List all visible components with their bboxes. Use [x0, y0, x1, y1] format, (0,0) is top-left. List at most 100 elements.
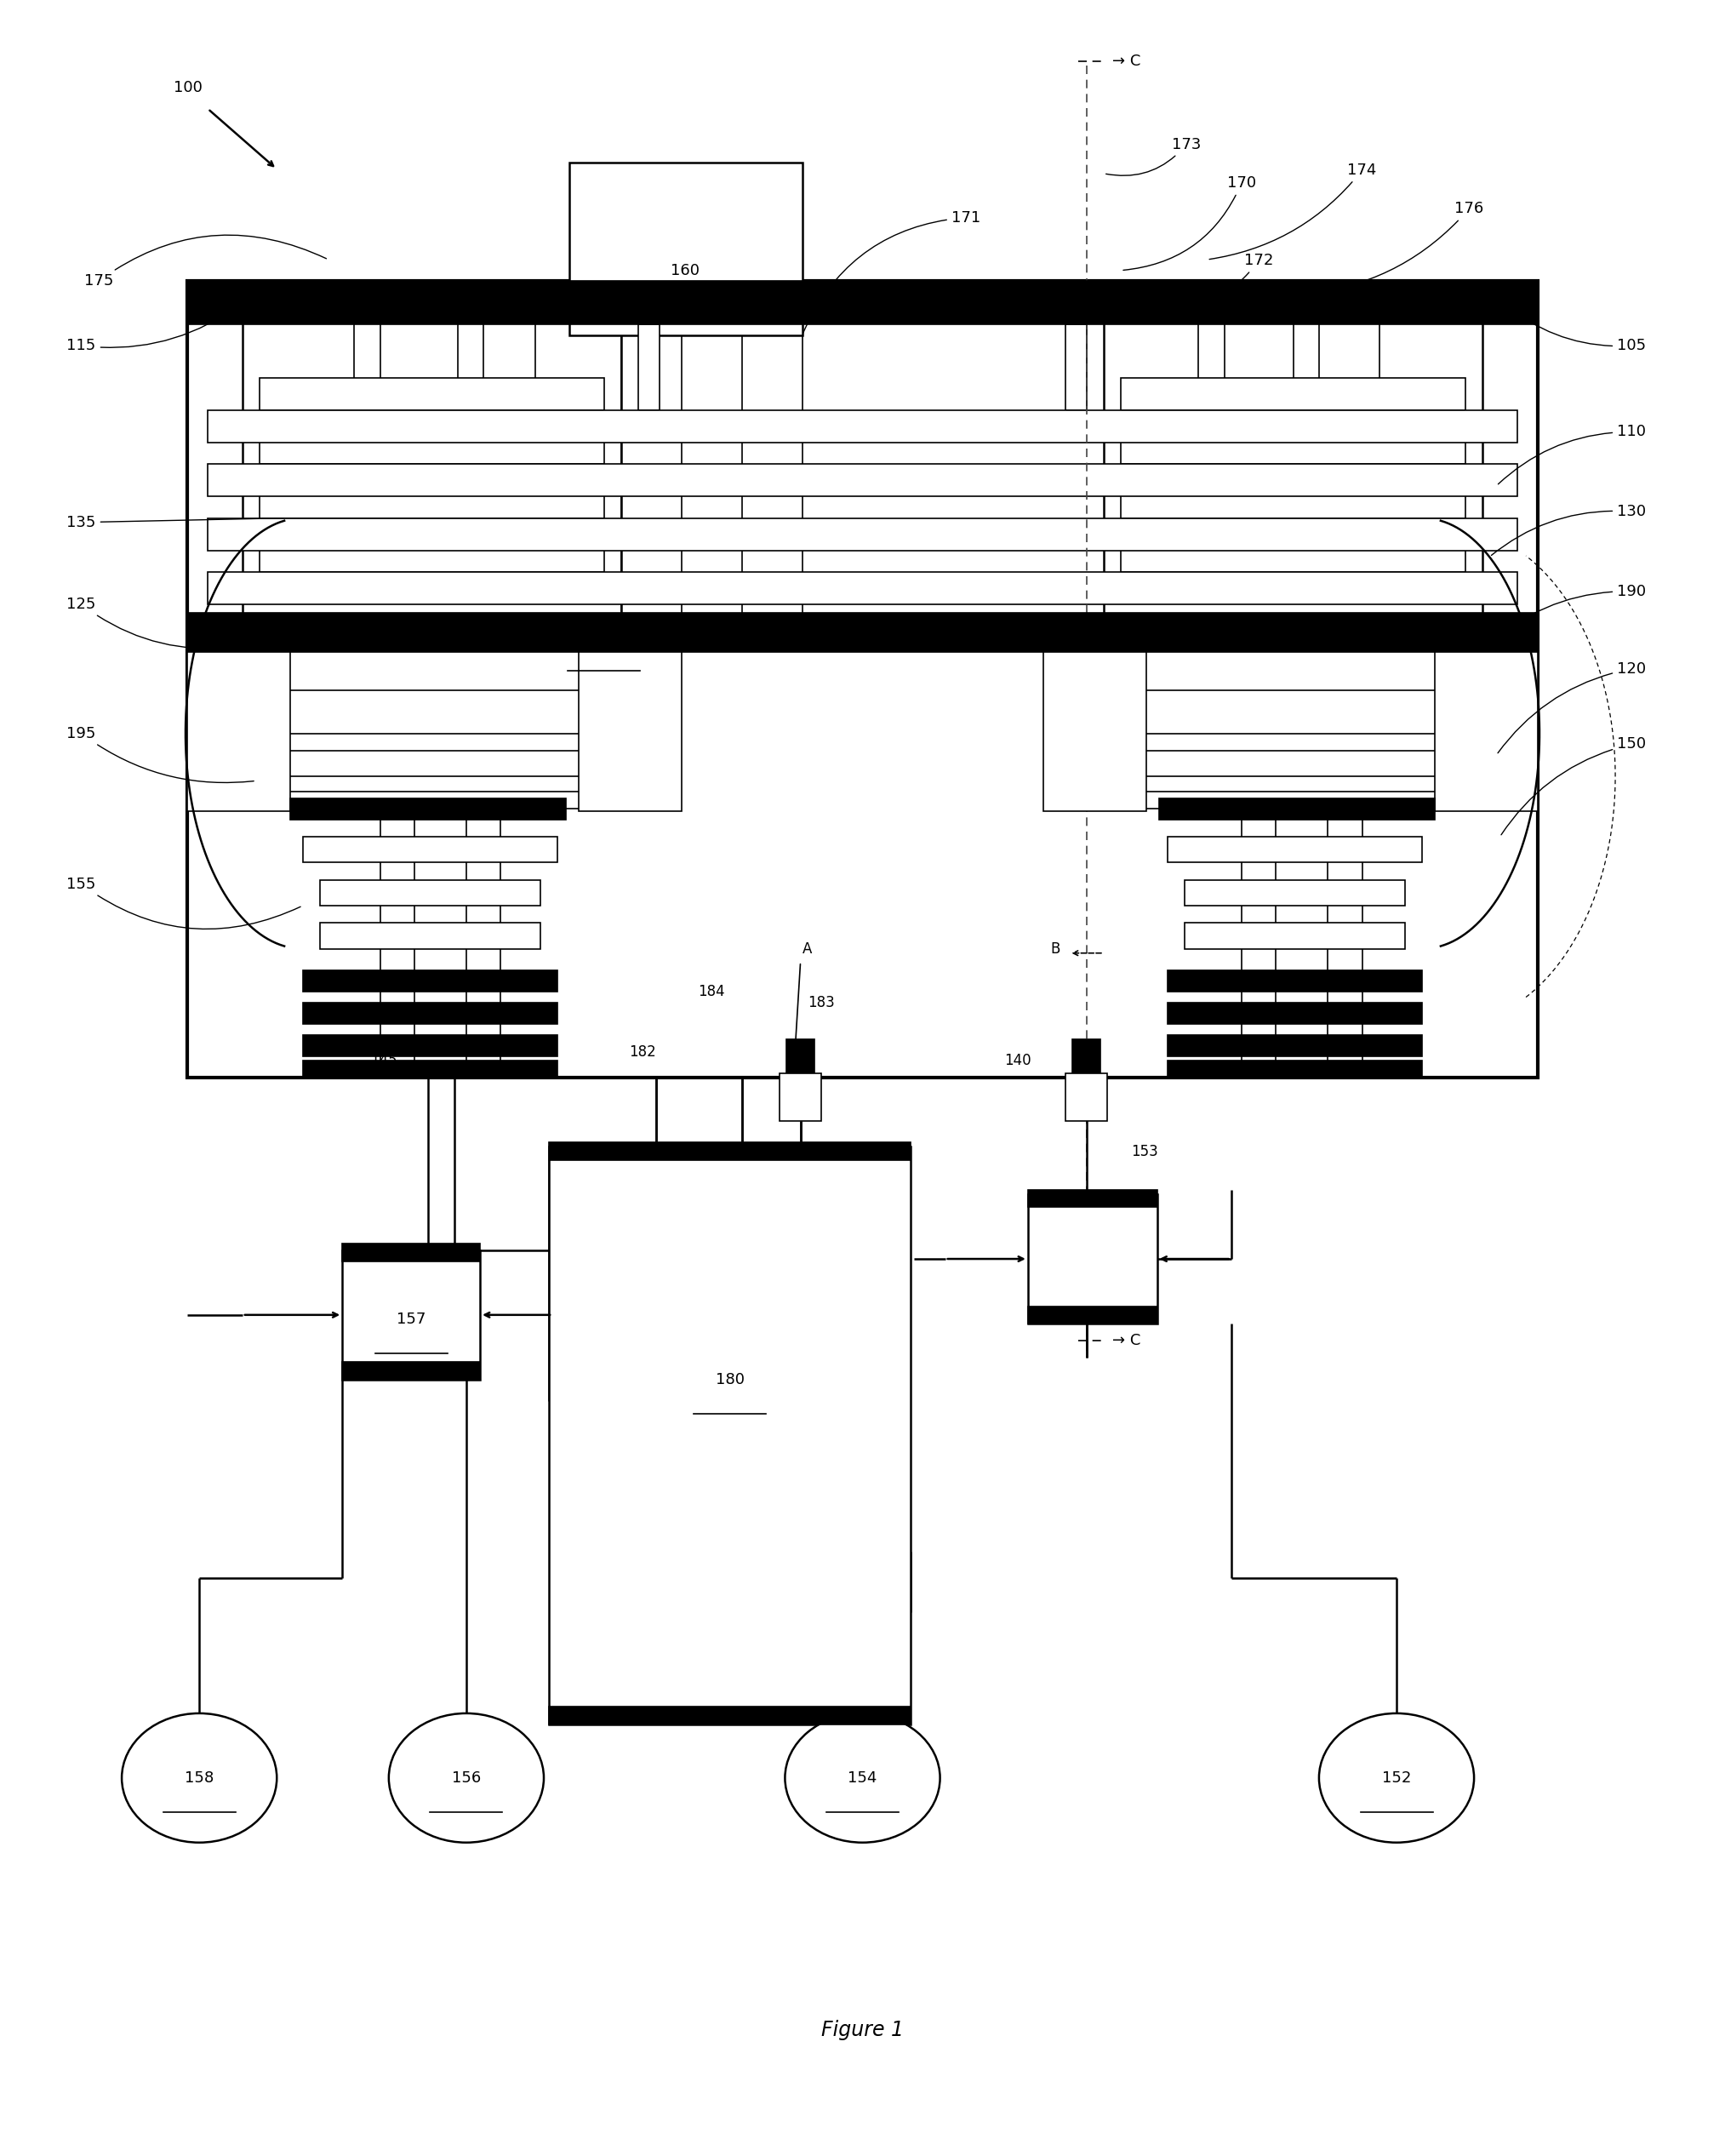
Bar: [188, 651, 290, 811]
Text: Figure 1: Figure 1: [821, 2020, 904, 2040]
Bar: [1028, 1190, 1157, 1207]
Text: 140: 140: [1004, 1052, 1032, 1069]
Bar: [1104, 302, 1483, 647]
Bar: [1066, 1074, 1107, 1121]
Text: 190: 190: [1489, 584, 1646, 645]
Text: 130: 130: [1492, 505, 1646, 556]
Bar: [1168, 837, 1423, 862]
Bar: [578, 651, 681, 811]
Bar: [787, 1039, 814, 1078]
Bar: [209, 791, 647, 808]
Bar: [242, 302, 621, 647]
Bar: [302, 1003, 557, 1024]
Text: 155: 155: [67, 877, 300, 929]
Text: 175: 175: [85, 235, 326, 289]
Bar: [1435, 651, 1537, 811]
Bar: [290, 798, 566, 819]
Text: 171: 171: [804, 209, 980, 332]
Text: 110: 110: [1497, 425, 1646, 485]
Bar: [302, 1061, 557, 1078]
Bar: [549, 1147, 911, 1725]
Bar: [188, 280, 1537, 1078]
Text: 160: 160: [671, 263, 700, 278]
Bar: [188, 280, 1537, 323]
Text: 157: 157: [397, 1311, 426, 1326]
Ellipse shape: [1320, 1714, 1475, 1843]
Text: 176: 176: [1306, 201, 1484, 293]
Text: → C: → C: [1113, 1332, 1140, 1348]
Text: 135: 135: [67, 515, 283, 530]
Bar: [1159, 798, 1435, 819]
Text: B: B: [1051, 942, 1061, 957]
Text: 174: 174: [1209, 162, 1377, 259]
Text: 120: 120: [1497, 662, 1646, 752]
Bar: [259, 431, 604, 464]
Bar: [1168, 1035, 1423, 1056]
Text: 158: 158: [185, 1770, 214, 1785]
Bar: [1168, 970, 1423, 992]
Bar: [1028, 1194, 1157, 1324]
Ellipse shape: [785, 1714, 940, 1843]
Bar: [259, 485, 604, 517]
Bar: [302, 837, 557, 862]
Bar: [342, 1363, 480, 1380]
Text: 150: 150: [1501, 737, 1646, 834]
Bar: [1121, 377, 1466, 410]
Bar: [1044, 651, 1147, 811]
Text: 182: 182: [630, 1044, 656, 1061]
Ellipse shape: [122, 1714, 276, 1843]
Bar: [302, 1035, 557, 1056]
Text: 145: 145: [371, 1052, 397, 1069]
Bar: [209, 571, 1516, 604]
Text: A: A: [802, 942, 812, 957]
Bar: [638, 323, 659, 410]
Bar: [342, 1244, 480, 1261]
Bar: [1185, 880, 1406, 906]
Bar: [1168, 1003, 1423, 1024]
Text: 156: 156: [452, 1770, 481, 1785]
Bar: [319, 923, 540, 949]
Text: 152: 152: [1382, 1770, 1411, 1785]
Text: 183: 183: [807, 994, 835, 1011]
Bar: [259, 539, 604, 571]
Bar: [1078, 690, 1516, 733]
Bar: [209, 517, 1516, 550]
Bar: [209, 750, 647, 776]
Text: 122: 122: [590, 630, 619, 645]
Bar: [1078, 750, 1516, 776]
Bar: [1168, 1061, 1423, 1078]
Text: 125: 125: [67, 597, 231, 649]
Text: 115: 115: [67, 304, 240, 354]
Bar: [209, 464, 1516, 496]
Bar: [1066, 323, 1087, 410]
Bar: [342, 1250, 480, 1380]
Bar: [780, 1074, 821, 1121]
Text: 105: 105: [1506, 304, 1646, 354]
Bar: [1185, 923, 1406, 949]
Text: 173: 173: [1106, 136, 1201, 175]
Bar: [259, 377, 604, 410]
Text: 100: 100: [174, 80, 202, 95]
Text: → C: → C: [1113, 54, 1140, 69]
Bar: [1073, 1039, 1101, 1078]
Bar: [209, 690, 647, 733]
Bar: [1121, 539, 1466, 571]
Bar: [569, 162, 802, 334]
Text: 154: 154: [849, 1770, 876, 1785]
Bar: [1028, 1307, 1157, 1324]
Bar: [302, 970, 557, 992]
Bar: [1078, 791, 1516, 808]
Bar: [1121, 431, 1466, 464]
Bar: [549, 1143, 911, 1160]
Text: 195: 195: [67, 727, 254, 783]
Text: 172: 172: [1132, 252, 1273, 315]
Text: 184: 184: [699, 983, 724, 1000]
Bar: [549, 1708, 911, 1725]
Ellipse shape: [388, 1714, 543, 1843]
Bar: [1121, 485, 1466, 517]
Bar: [188, 612, 1537, 651]
Text: 180: 180: [716, 1371, 743, 1386]
Text: 170: 170: [1123, 175, 1256, 270]
Bar: [209, 410, 1516, 442]
Bar: [319, 880, 540, 906]
